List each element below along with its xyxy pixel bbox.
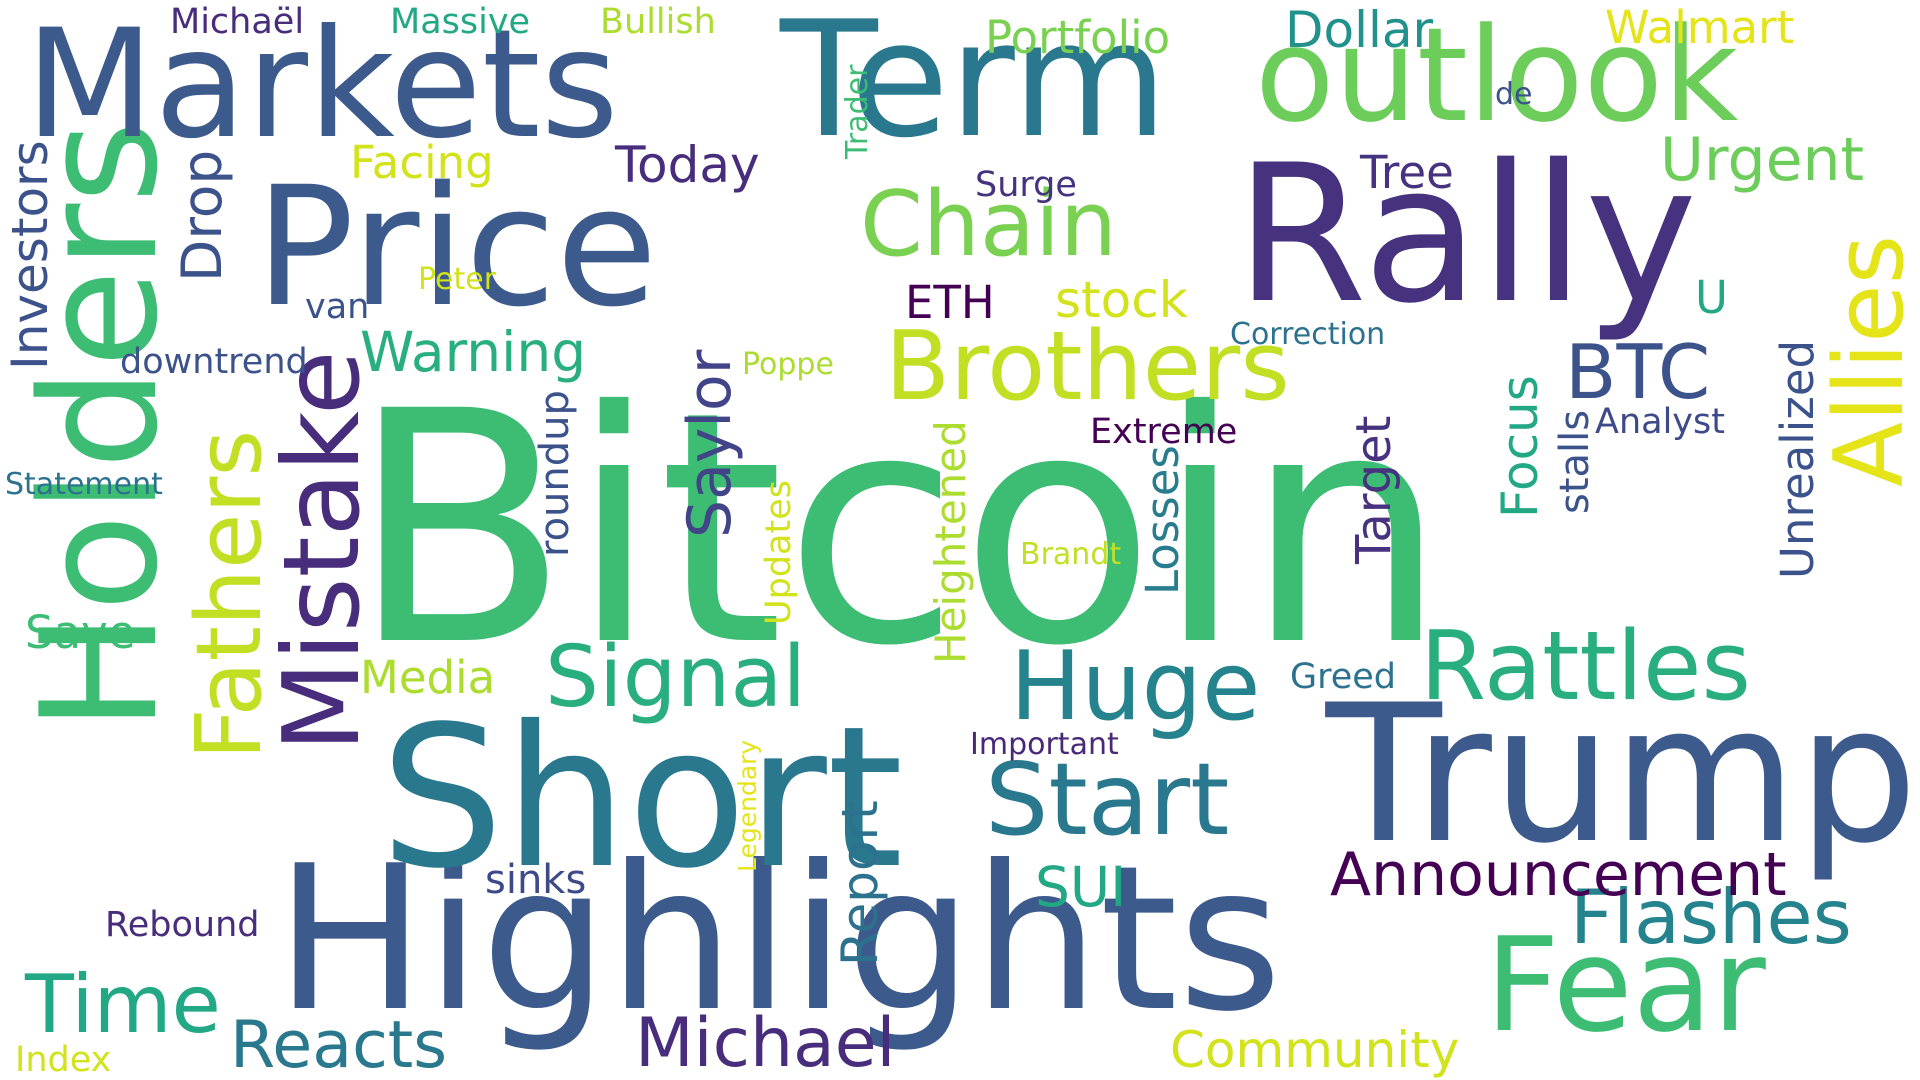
word-focus: Focus <box>1491 375 1549 518</box>
word-trader: Trader <box>840 64 875 159</box>
word-fathers: Fathers <box>177 429 282 760</box>
word-term: Term <box>780 0 1168 173</box>
word-peter: Peter <box>418 262 497 297</box>
word-portfolio: Portfolio <box>985 11 1171 64</box>
word-massive: Massive <box>390 2 531 42</box>
word-michael: Michaël <box>170 2 305 42</box>
word-bitcoin: Bitcoin <box>350 344 1448 716</box>
word-greed: Greed <box>1290 657 1397 697</box>
word-tree: Tree <box>1360 146 1454 199</box>
word-van: van <box>305 287 370 327</box>
word-analyst: Analyst <box>1595 402 1725 442</box>
word-correction: Correction <box>1230 317 1386 352</box>
word-important: Important <box>970 727 1119 762</box>
word-surge: Surge <box>975 165 1077 205</box>
word-start: Start <box>985 741 1230 858</box>
word-u: U <box>1695 271 1728 324</box>
word-btc: BTC <box>1565 328 1711 416</box>
word-chain: Chain <box>860 172 1118 277</box>
word-reacts: Reacts <box>230 1008 448 1080</box>
word-facing: Facing <box>350 136 494 189</box>
word-drop: Drop <box>170 149 234 282</box>
word-warning: Warning <box>360 320 587 384</box>
word-markets: Markets <box>25 0 619 172</box>
word-de: de <box>1495 77 1533 112</box>
word-target: Target <box>1346 415 1402 565</box>
word-today: Today <box>615 136 760 194</box>
word-roundup: roundup <box>532 390 578 557</box>
word-brandt: Brandt <box>1020 537 1122 572</box>
word-sui: SUI <box>1035 855 1127 919</box>
word-rattles: Rattles <box>1420 612 1751 722</box>
word-investors: Investors <box>1 140 59 370</box>
word-eth: ETH <box>905 276 995 329</box>
word-rebound: Rebound <box>105 905 260 945</box>
word-stalls: stalls <box>1552 409 1598 514</box>
word-michael: Michael <box>635 1004 896 1080</box>
word-time: Time <box>25 958 221 1051</box>
word-highlights: Highlights <box>275 823 1283 1056</box>
word-trump: Trump <box>1325 664 1918 885</box>
word-brothers: Brothers <box>885 312 1290 422</box>
word-statement: Statement <box>5 467 163 502</box>
word-walmart: Walmart <box>1605 1 1795 54</box>
word-heightened: Heightened <box>926 420 975 664</box>
word-extreme: Extreme <box>1090 412 1238 452</box>
word-save: Save <box>25 606 136 659</box>
word-outlook: outlook <box>1255 0 1739 151</box>
word-huge: Huge <box>1010 632 1261 742</box>
word-urgent: Urgent <box>1660 125 1865 195</box>
word-allies: Allies <box>1815 234 1920 487</box>
word-losses: Losses <box>1136 445 1189 595</box>
word-poppe: Poppe <box>742 347 834 382</box>
word-sinks: sinks <box>485 857 587 903</box>
word-short: Short <box>380 684 904 911</box>
word-community: Community <box>1170 1021 1460 1079</box>
word-unrealized: Unrealized <box>1771 339 1824 579</box>
word-price: Price <box>255 151 658 343</box>
word-dollar: Dollar <box>1285 1 1434 59</box>
word-report: Report <box>831 800 889 966</box>
word-downtrend: downtrend <box>120 342 308 382</box>
word-flashes: Flashes <box>1570 873 1852 961</box>
word-fear: Fear <box>1485 909 1766 1061</box>
word-stock: stock <box>1055 271 1188 329</box>
word-index: Index <box>15 1040 112 1080</box>
word-bullish: Bullish <box>600 2 716 42</box>
word-updates: Updates <box>759 480 799 625</box>
word-rally: Rally <box>1235 124 1698 345</box>
word-announcement: Announcement <box>1330 840 1787 910</box>
word-signal: Signal <box>545 628 807 727</box>
word-legendary: Legendary <box>733 739 762 872</box>
word-media: Media <box>360 651 496 704</box>
word-saylor: Saylor <box>675 349 745 538</box>
